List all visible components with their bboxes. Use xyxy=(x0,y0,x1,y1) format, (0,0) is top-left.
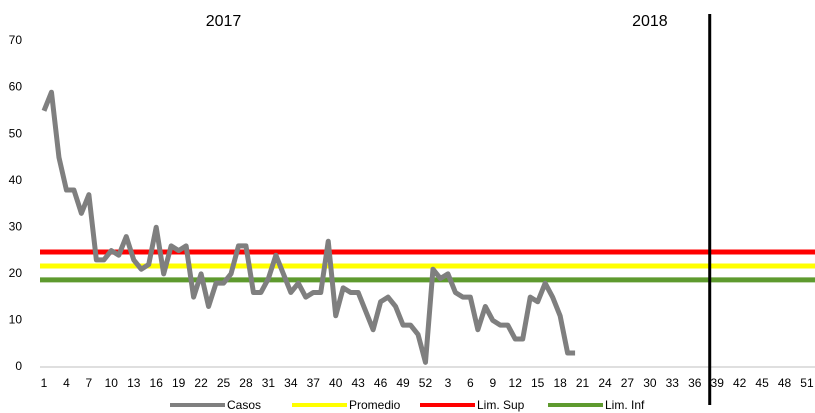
x-tick-label: 28 xyxy=(239,376,253,390)
x-tick-label: 34 xyxy=(284,376,298,390)
legend-label: Lim. Sup xyxy=(477,398,525,412)
x-tick-label: 19 xyxy=(172,376,186,390)
x-tick-label: 51 xyxy=(800,376,814,390)
x-tick-label: 43 xyxy=(351,376,365,390)
x-tick-label: 10 xyxy=(105,376,119,390)
x-tick-label: 36 xyxy=(688,376,702,390)
x-tick-label: 45 xyxy=(755,376,769,390)
x-tick-label: 46 xyxy=(374,376,388,390)
y-tick-label: 20 xyxy=(9,266,23,280)
legend-label: Promedio xyxy=(349,398,401,412)
y-tick-label: 40 xyxy=(9,173,23,187)
x-tick-label: 37 xyxy=(307,376,321,390)
x-tick-label: 39 xyxy=(711,376,725,390)
x-tick-label: 12 xyxy=(509,376,523,390)
annotation: 2018 xyxy=(632,13,668,30)
x-tick-label: 1 xyxy=(41,376,48,390)
x-tick-label: 4 xyxy=(63,376,70,390)
legend-label: Casos xyxy=(227,398,261,412)
y-tick-label: 30 xyxy=(9,219,23,233)
y-tick-label: 0 xyxy=(15,359,22,373)
x-tick-label: 15 xyxy=(531,376,545,390)
x-tick-label: 30 xyxy=(643,376,657,390)
x-tick-label: 13 xyxy=(127,376,141,390)
x-tick-label: 52 xyxy=(419,376,433,390)
x-tick-label: 31 xyxy=(262,376,276,390)
x-tick-label: 49 xyxy=(396,376,410,390)
x-tick-label: 9 xyxy=(489,376,496,390)
x-tick-label: 22 xyxy=(194,376,208,390)
legend-label: Lim. Inf xyxy=(605,398,645,412)
x-tick-label: 42 xyxy=(733,376,747,390)
series-line xyxy=(41,89,576,365)
x-tick-label: 25 xyxy=(217,376,231,390)
y-tick-label: 10 xyxy=(9,313,23,327)
x-tick-label: 24 xyxy=(598,376,612,390)
x-tick-label: 40 xyxy=(329,376,343,390)
x-tick-label: 33 xyxy=(666,376,680,390)
x-tick-label: 48 xyxy=(778,376,792,390)
x-tick-label: 18 xyxy=(553,376,567,390)
y-tick-label: 70 xyxy=(9,33,23,47)
x-tick-label: 6 xyxy=(467,376,474,390)
x-tick-label: 7 xyxy=(86,376,93,390)
x-tick-label: 16 xyxy=(150,376,164,390)
x-tick-label: 27 xyxy=(621,376,635,390)
y-tick-label: 60 xyxy=(9,80,23,94)
y-tick-label: 50 xyxy=(9,126,23,140)
annotation: 2017 xyxy=(206,13,242,30)
x-tick-label: 21 xyxy=(576,376,590,390)
x-tick-label: 3 xyxy=(445,376,452,390)
